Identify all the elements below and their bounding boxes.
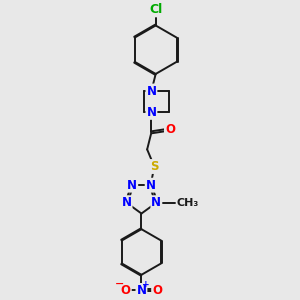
Text: −: − [115,279,124,289]
Text: +: + [142,280,149,289]
Text: O: O [165,123,175,136]
Text: N: N [136,284,146,297]
Text: O: O [152,284,162,297]
Text: S: S [150,160,158,173]
Text: N: N [146,179,156,192]
Text: N: N [152,196,161,209]
Text: O: O [121,284,131,297]
Text: N: N [146,85,156,98]
Text: N: N [122,196,131,209]
Text: CH₃: CH₃ [176,198,199,208]
Text: Cl: Cl [149,3,162,16]
Text: N: N [127,179,137,192]
Text: N: N [146,106,156,119]
